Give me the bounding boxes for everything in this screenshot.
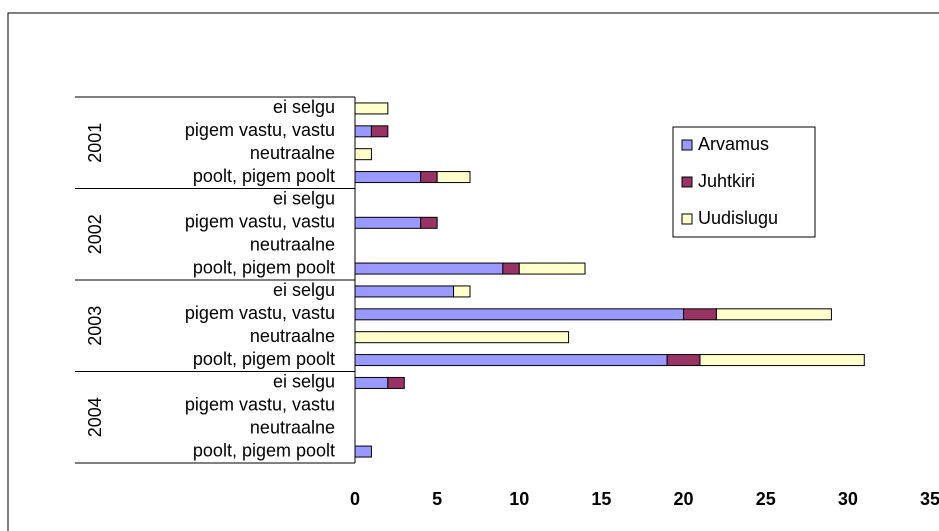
- category-label: pigem vastu, vastu: [185, 212, 335, 232]
- bar-segment: [715, 308, 832, 321]
- bar-segment: [699, 354, 865, 367]
- legend-label: Uudislugu: [698, 208, 778, 228]
- group-label: 2001: [85, 123, 105, 163]
- legend: Arvamus Juhtkiri Uudislugu: [672, 126, 816, 238]
- x-tick-label: 15: [591, 489, 611, 509]
- category-label: pigem vastu, vastu: [185, 395, 335, 415]
- bar-segment: [354, 262, 504, 275]
- bar-segment: [354, 376, 389, 389]
- legend-swatch: [681, 176, 693, 188]
- category-label: neutraalne: [250, 143, 335, 163]
- group-label: 2003: [85, 306, 105, 346]
- bar-segment: [387, 376, 405, 389]
- category-label: neutraalne: [250, 234, 335, 254]
- bar-segment: [354, 354, 668, 367]
- category-label: poolt, pigem poolt: [193, 166, 335, 186]
- x-tick-label: 5: [432, 489, 442, 509]
- bar-segment: [502, 262, 520, 275]
- bar-segment: [420, 171, 438, 184]
- bar-segment: [436, 171, 471, 184]
- group-label: 2002: [85, 214, 105, 254]
- x-tick-label: 0: [350, 489, 360, 509]
- bar-segment: [354, 102, 389, 115]
- bar-segment: [666, 354, 701, 367]
- category-label: pigem vastu, vastu: [185, 303, 335, 323]
- legend-swatch: [681, 213, 693, 225]
- x-tick-label: 25: [756, 489, 776, 509]
- legend-swatch: [681, 139, 693, 151]
- bar-segment: [354, 285, 455, 298]
- bar-segment: [354, 171, 422, 184]
- bar-segment: [354, 148, 372, 161]
- category-label: poolt, pigem poolt: [193, 349, 335, 369]
- category-label: pigem vastu, vastu: [185, 120, 335, 140]
- category-label: poolt, pigem poolt: [193, 440, 335, 460]
- category-label: ei selgu: [273, 97, 335, 117]
- chart-frame: [7, 12, 939, 531]
- x-tick-label: 30: [838, 489, 858, 509]
- bar-segment: [518, 262, 586, 275]
- legend-box: [672, 126, 816, 238]
- bar-segment: [354, 445, 372, 458]
- x-tick-label: 20: [674, 489, 694, 509]
- bar-segment: [453, 285, 471, 298]
- bar-segment: [354, 125, 372, 138]
- bar-segment: [683, 308, 717, 321]
- bar-segment: [354, 216, 422, 229]
- bar-segment: [354, 331, 570, 344]
- bar-segment: [420, 216, 438, 229]
- x-tick-label: 35: [920, 489, 939, 509]
- bar-segment: [354, 308, 685, 321]
- category-label: neutraalne: [250, 417, 335, 437]
- bar-segment: [370, 125, 389, 138]
- category-label: ei selgu: [273, 189, 335, 209]
- x-tick-label: 10: [509, 489, 529, 509]
- group-label: 2004: [85, 397, 105, 437]
- category-label: poolt, pigem poolt: [193, 257, 335, 277]
- legend-label: Arvamus: [698, 134, 769, 154]
- category-label: ei selgu: [273, 280, 335, 300]
- category-label: neutraalne: [250, 326, 335, 346]
- legend-label: Juhtkiri: [698, 171, 755, 191]
- category-label: ei selgu: [273, 372, 335, 392]
